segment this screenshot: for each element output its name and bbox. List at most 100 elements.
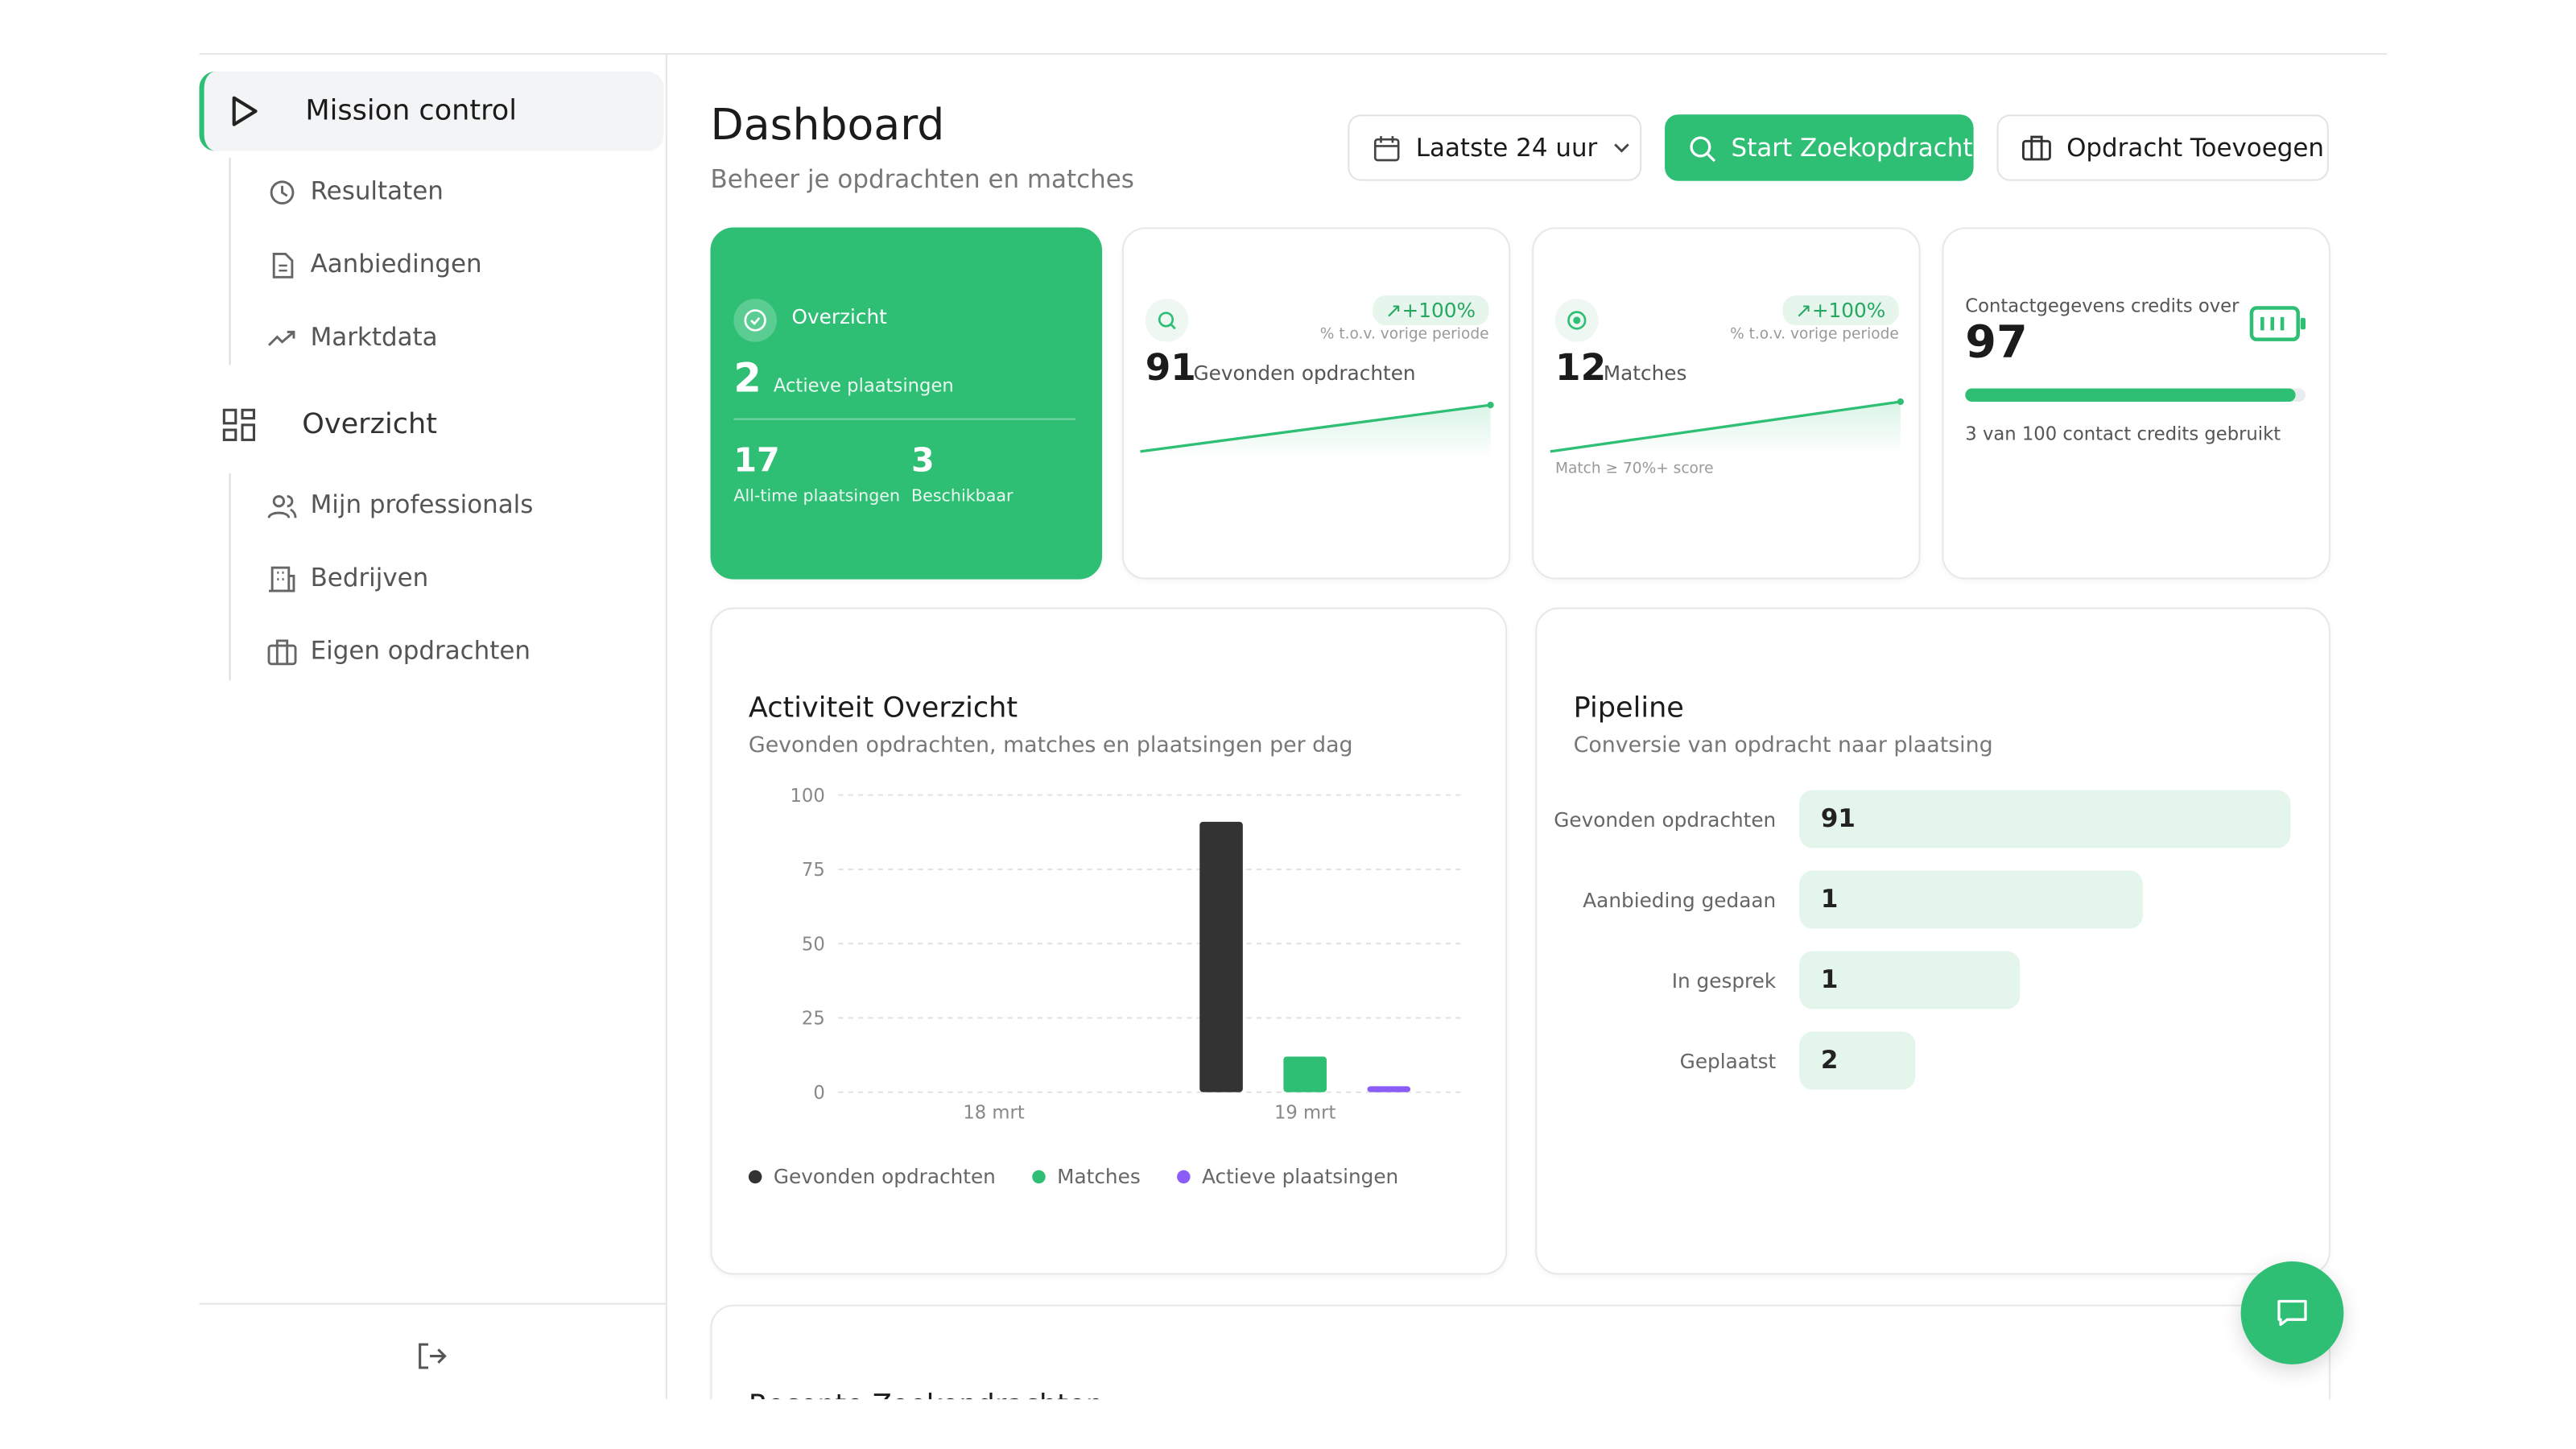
briefcase-icon (2022, 134, 2051, 160)
kpi-label: Actieve plaatsingen (773, 374, 954, 397)
change-value: +100% (1811, 299, 1886, 323)
chat-button[interactable] (2240, 1261, 2344, 1364)
sparkline (1140, 401, 1494, 459)
sidebar-border (665, 52, 667, 1400)
calendar-icon (1373, 135, 1400, 161)
bar (1283, 1056, 1327, 1092)
period-select[interactable]: Laatste 24 uur (1348, 114, 1642, 181)
target-icon (1555, 299, 1599, 342)
nav-line (229, 157, 231, 365)
legend-label: Gevonden opdrachten (774, 1165, 996, 1188)
crop-edge (0, 1399, 2576, 1449)
chevron-icon (1614, 143, 1630, 153)
search-icon (1145, 299, 1189, 342)
chart-subtitle: Conversie van opdracht naar plaatsing (1573, 733, 1993, 759)
total: 100 (2021, 423, 2058, 445)
card-title: Contactgegevens credits over (1965, 295, 2240, 317)
secondary-label: Opdracht Toevoegen (2066, 132, 2325, 163)
nav-item[interactable]: Eigen opdrachten (310, 635, 531, 666)
divider (733, 418, 1076, 420)
kpi-label: Matches (1603, 361, 1687, 386)
kpi-value: 3 (910, 440, 935, 480)
x-tick-label: 18 mrt (963, 1103, 1024, 1124)
check-icon (733, 299, 777, 342)
pipeline-bar (1799, 1031, 1916, 1090)
pipeline-bar (1799, 790, 2291, 848)
kpi-label: Beschikbaar (910, 488, 1013, 506)
battery-icon (2249, 306, 2306, 341)
row-label: Geplaatst (1680, 1050, 1777, 1073)
nav-item[interactable]: Aanbiedingen (310, 249, 482, 279)
nav-item[interactable]: Resultaten (310, 175, 444, 206)
users-icon (267, 495, 297, 518)
chat-icon (2277, 1299, 2307, 1327)
search-icon (1690, 135, 1716, 162)
sidebar-divider (199, 1302, 666, 1305)
value-label: 1 (1821, 885, 1839, 914)
kpi-value: 12 (1555, 348, 1607, 390)
value-label: 1 (1821, 965, 1839, 994)
nav-active[interactable] (199, 71, 664, 151)
legend-label: Matches (1057, 1165, 1141, 1188)
nav-line (229, 473, 231, 681)
secondary-button[interactable]: Opdracht Toevoegen (1996, 114, 2329, 181)
doc-icon (272, 253, 294, 279)
primary-button[interactable]: Start Zoekopdracht (1665, 114, 1974, 181)
change-badge: ↗+100% (1372, 295, 1489, 326)
nav-item[interactable]: Marktdata (310, 322, 438, 353)
change-badge: ↗+100% (1781, 295, 1899, 326)
nav-item[interactable]: Bedrijven (310, 562, 429, 593)
trend-icon (268, 330, 295, 346)
kpi-label: All-time plaatsingen (733, 488, 901, 506)
legend-swatch (748, 1170, 762, 1184)
y-tick-label: 0 (813, 1083, 824, 1104)
y-tick-label: 25 (802, 1009, 825, 1030)
chart-title: Activiteit Overzicht (748, 691, 1018, 726)
logout-icon[interactable] (415, 1340, 448, 1373)
overview-card: Overzicht 2 Actieve plaatsingen 17 All-t… (710, 227, 1103, 580)
pipeline-card: Pipeline Conversie van opdracht naar pla… (1535, 607, 2330, 1275)
pipeline-bar (1799, 870, 2143, 929)
card-note: Match ≥ 70%+ score (1555, 461, 1714, 478)
x-tick-label: 19 mrt (1274, 1103, 1335, 1124)
found-card: ↗+100% % t.o.v. vorige periode 91 Gevond… (1121, 227, 1511, 580)
activity-card: Activiteit Overzicht Gevonden opdrachten… (710, 607, 1508, 1275)
y-tick-label: 100 (790, 786, 824, 807)
legend-swatch (1177, 1170, 1191, 1184)
kpi-value: 2 (733, 355, 762, 402)
period-label: Laatste 24 uur (1415, 132, 1598, 163)
pipeline-bar (1799, 951, 2021, 1009)
kpi-value: 97 (1965, 316, 2028, 369)
y-tick-label: 50 (802, 934, 825, 955)
primary-label: Start Zoekopdracht (1731, 132, 1973, 163)
nav-section[interactable]: Overzicht (302, 408, 437, 442)
top-border (199, 52, 2388, 56)
kpi-value: 91 (1145, 348, 1196, 390)
progress-bar (1965, 388, 2296, 402)
text: van (1982, 423, 2017, 445)
row-label: In gesprek (1672, 969, 1777, 993)
used: 3 (1965, 423, 1977, 445)
building-icon (269, 566, 295, 592)
chart-title: Pipeline (1573, 691, 1684, 726)
credits-card: Contactgegevens credits over 97 3 van 10… (1942, 227, 2330, 580)
value-label: 2 (1821, 1046, 1839, 1075)
text: contact credits gebruikt (2062, 423, 2281, 445)
legend-swatch (1032, 1170, 1046, 1184)
page-title: Dashboard (710, 101, 945, 151)
chart-subtitle: Gevonden opdrachten, matches en plaatsin… (748, 733, 1353, 759)
usage-text: 3 van 100 contact credits gebruikt (1965, 423, 2281, 445)
nav-section[interactable]: Mission control (305, 94, 517, 128)
nav-item[interactable]: Mijn professionals (310, 489, 534, 520)
change-note: % t.o.v. vorige periode (1319, 327, 1489, 344)
row-label: Aanbieding gedaan (1583, 889, 1776, 912)
history-icon (270, 180, 295, 205)
briefcase-icon (267, 639, 297, 666)
card-title: Overzicht (791, 305, 887, 329)
change-value: +100% (1402, 299, 1476, 323)
value-label: 91 (1821, 804, 1856, 833)
sparkline (1550, 398, 1904, 455)
bar (1199, 821, 1243, 1092)
